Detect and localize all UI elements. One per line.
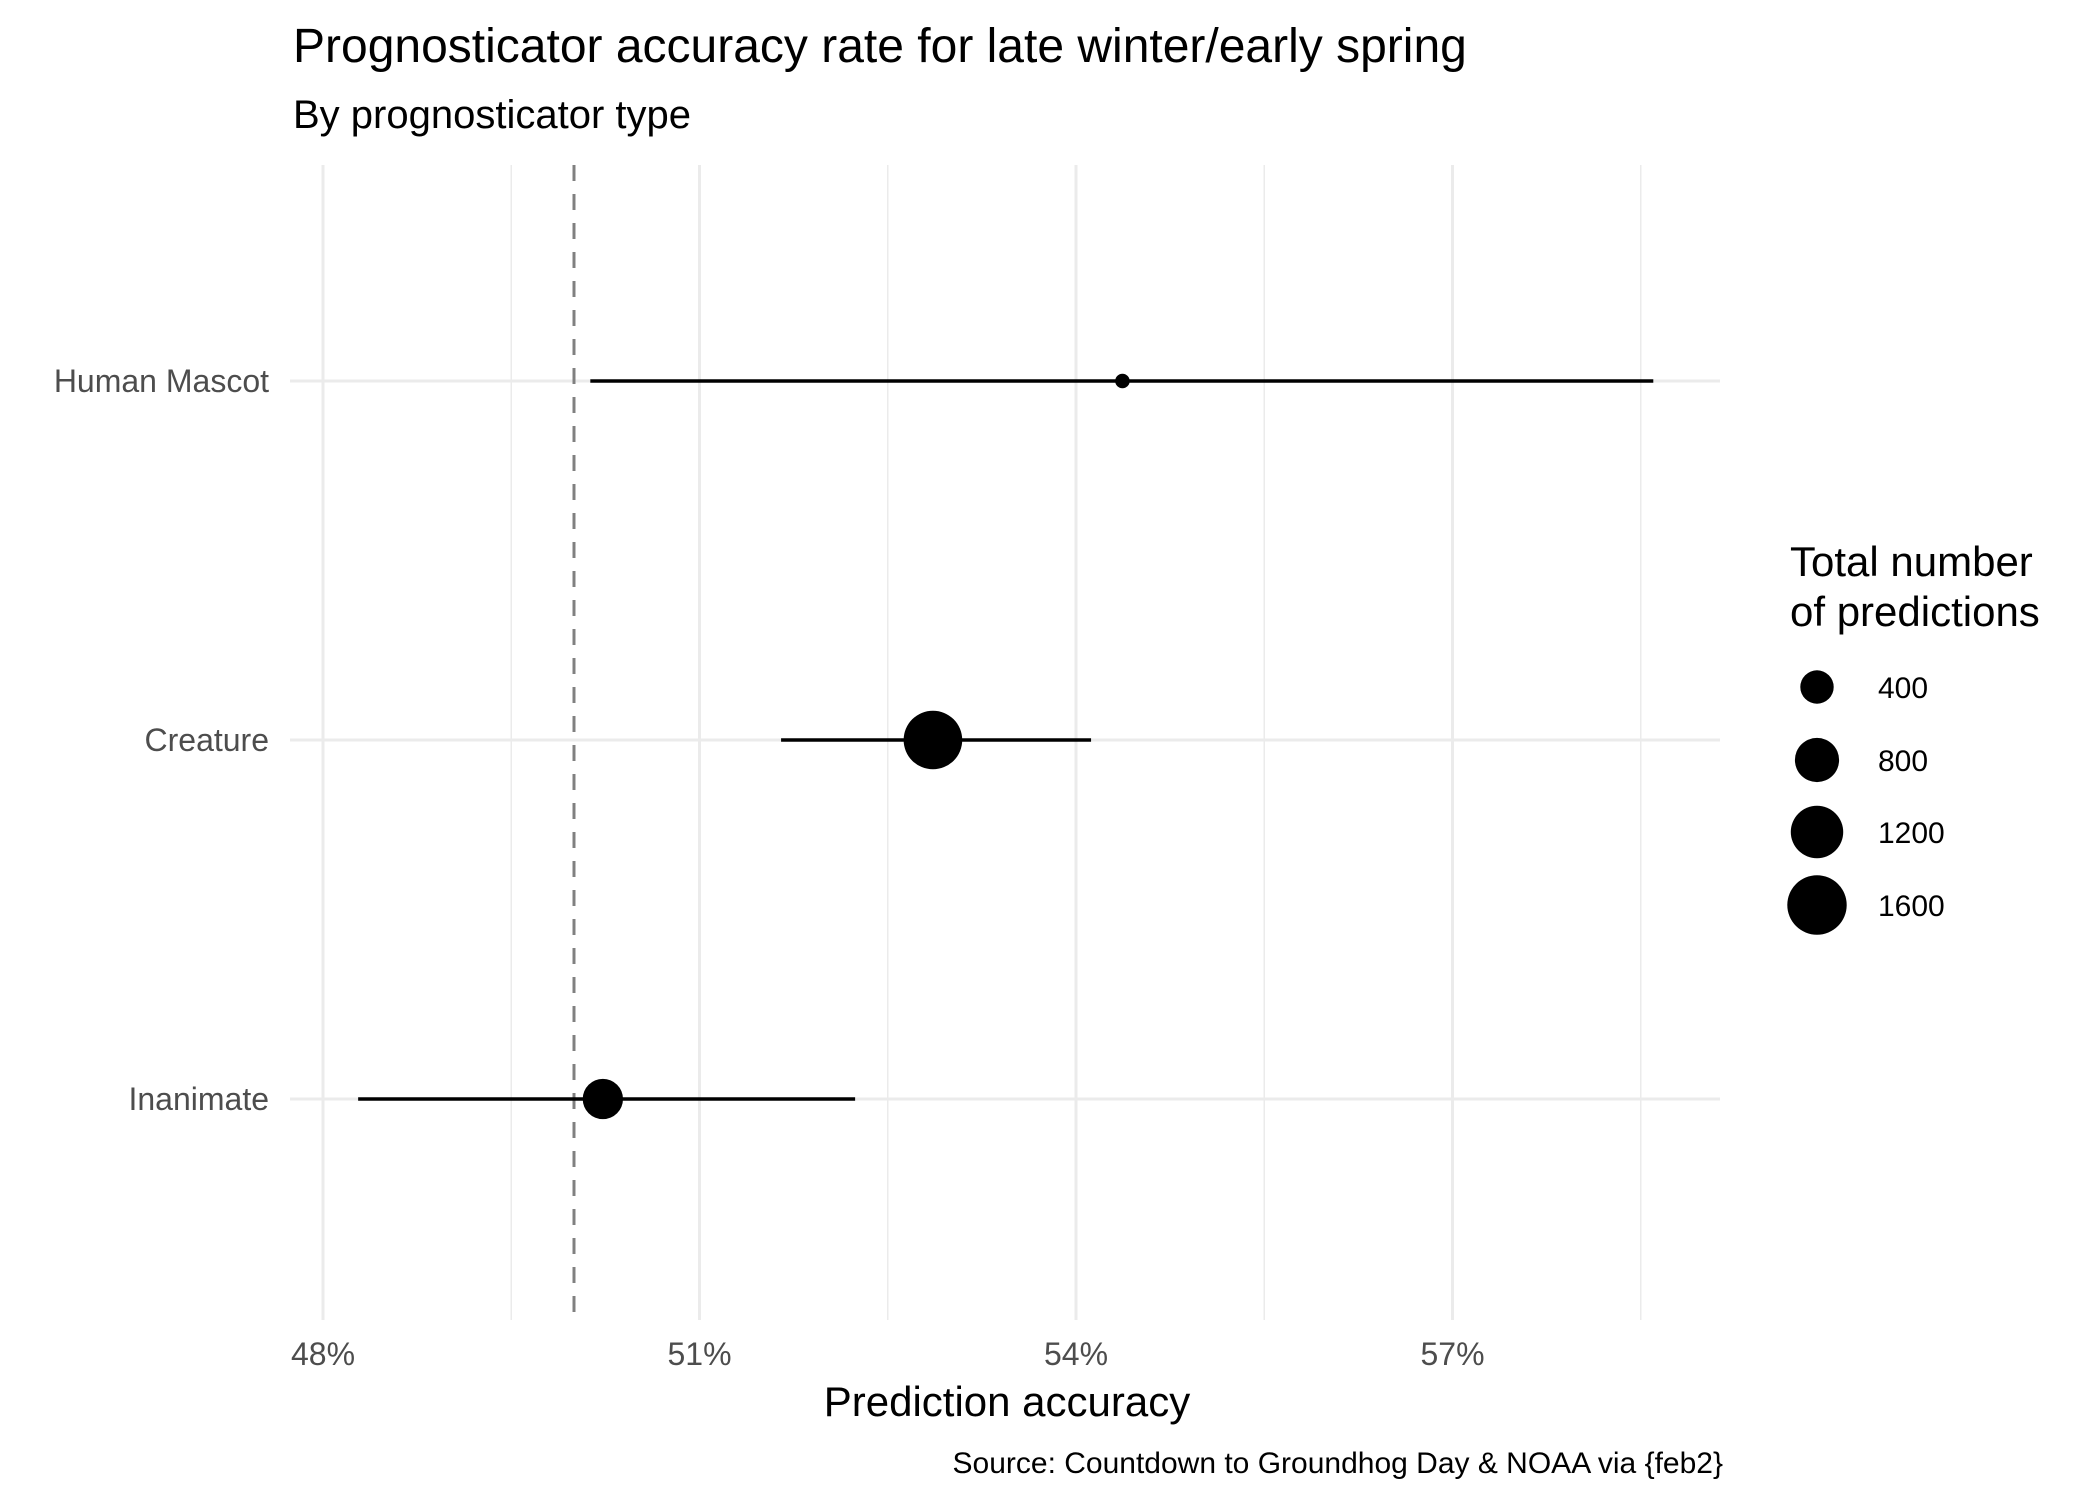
y-tick-label: Creature — [145, 722, 270, 758]
chart-subtitle: By prognosticator type — [293, 93, 691, 137]
x-axis-title: Prediction accuracy — [824, 1378, 1191, 1425]
tick-labels: 48% 51% 54% 57% Human Mascot Creature Inanimat… — [54, 363, 1485, 1372]
data-point — [903, 710, 963, 770]
x-tick-label: 54% — [1044, 1336, 1108, 1372]
legend-title-line-1: Total number — [1790, 538, 2033, 585]
x-tick-label: 57% — [1420, 1336, 1484, 1372]
grid — [290, 165, 1720, 1320]
chart-title: Prognosticator accuracy rate for late wi… — [293, 20, 1467, 73]
legend: Total number of predictions 400 800 1200 16… — [1787, 538, 2040, 935]
legend-key-circle — [1790, 805, 1844, 859]
legend-label: 800 — [1878, 745, 1928, 778]
y-tick-label: Inanimate — [128, 1081, 269, 1117]
legend-label: 1200 — [1878, 817, 1945, 850]
legend-key-circle — [1800, 670, 1834, 704]
legend-key-circle — [1794, 737, 1840, 783]
marks — [358, 165, 1654, 1320]
legend-key-circle — [1787, 875, 1847, 935]
legend-title-line-2: of predictions — [1790, 588, 2040, 635]
y-tick-label: Human Mascot — [54, 363, 269, 399]
caption: Source: Countdown to Groundhog Day & NOA… — [953, 1447, 1723, 1480]
x-tick-label: 51% — [667, 1336, 731, 1372]
legend-label: 1600 — [1878, 890, 1945, 923]
data-point — [1115, 373, 1130, 389]
x-tick-label: 48% — [291, 1336, 355, 1372]
data-point — [582, 1078, 624, 1120]
legend-label: 400 — [1878, 672, 1928, 705]
